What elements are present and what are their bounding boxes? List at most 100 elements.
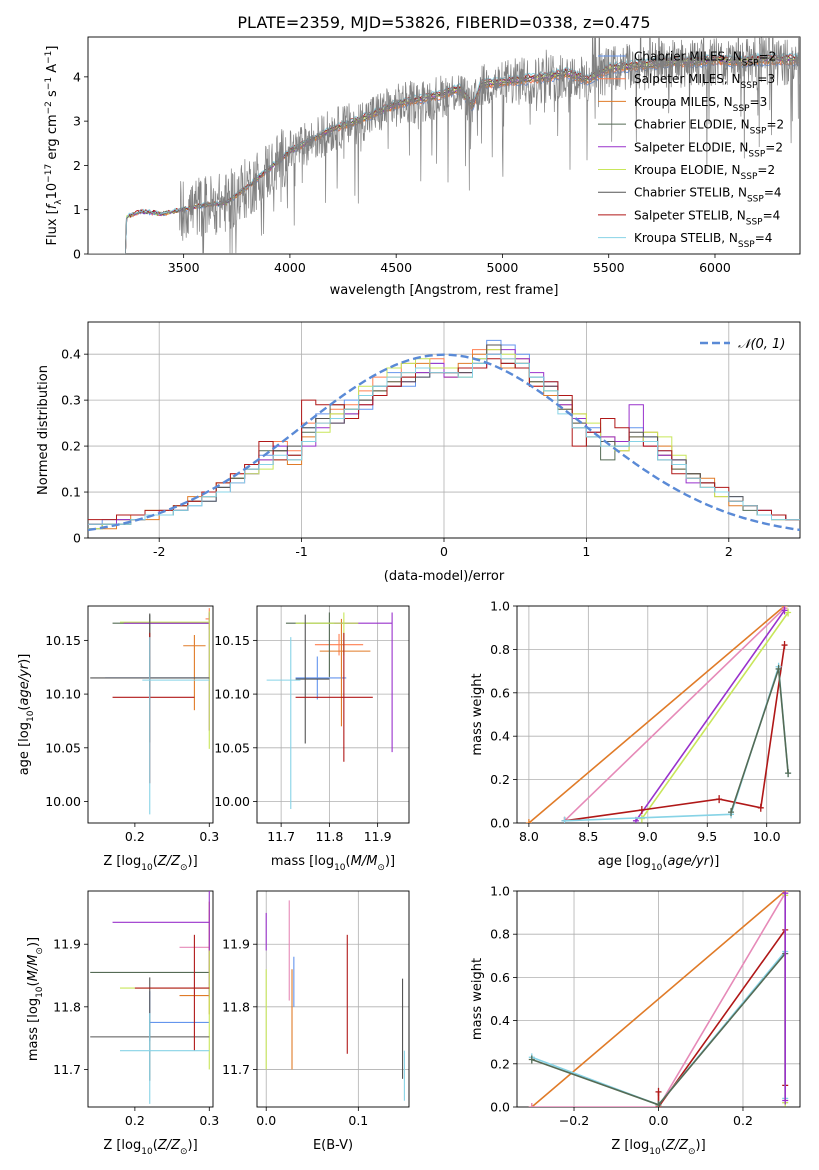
Z_vs_age-axes: 0.2 0.3 10.00 10.05 10.10 10.15 Z [log10(Z/Z⊙)…: [17, 605, 219, 873]
axes-frame: [87, 605, 214, 824]
legend-entry: Kroupa STELIB, NSSP=4: [634, 231, 772, 250]
x-axis-label: Z [log10(Z/Z⊙)]: [103, 854, 197, 873]
x-axis-label: Z [log10(Z/Z⊙)]: [103, 1138, 197, 1157]
errorbar-group: [266, 612, 393, 810]
x-tick-label: 0: [440, 544, 448, 559]
x-tick-label: 0.3: [199, 1113, 219, 1128]
x-tick-label: 6000: [699, 260, 731, 275]
legend-entry: Chabrier MILES, NSSP=2: [634, 50, 776, 69]
x-tick-label: 1: [582, 544, 590, 559]
y-axis-label: mass [log10(M/M⊙)]: [26, 937, 45, 1061]
y-tick-label: 0.2: [490, 1056, 510, 1071]
weight-marker: [728, 808, 735, 817]
y-tick-label: 0.6: [490, 970, 510, 985]
y-tick-label: 4: [73, 69, 81, 84]
y-tick-label: 10.10: [214, 687, 250, 702]
figure-title: PLATE=2359, MJD=53826, FIBERID=0338, z=0…: [237, 13, 650, 32]
errorbar-group: [265, 900, 405, 1101]
y-tick-label: 0.8: [490, 927, 510, 942]
x-axis-label: E(B-V): [313, 1138, 353, 1153]
weight-marker: [525, 819, 532, 823]
axes-frame: [256, 605, 410, 824]
y-tick-label: 0.0: [490, 1100, 510, 1115]
data-spectrum-line: [88, 37, 800, 254]
x-tick-label: 4000: [274, 260, 306, 275]
weight-marker: [655, 1100, 662, 1107]
y-axis-label: Flux [fλ10−17 erg cm−2 s−1 A−1]: [44, 46, 64, 246]
normal-curve: [88, 353, 800, 532]
y-tick-label: 3: [73, 114, 81, 129]
y-tick-label: 11.8: [53, 999, 81, 1014]
legend-entry: Chabrier STELIB, NSSP=4: [634, 186, 782, 205]
x-axis-label: wavelength [Angstrom, rest frame]: [330, 283, 559, 298]
x-tick-label: 8.0: [519, 829, 539, 844]
y-tick-label: 11.7: [53, 1062, 81, 1077]
y-tick-label: 11.9: [53, 937, 81, 952]
x-tick-label: 0.0: [649, 1113, 669, 1128]
y-tick-label: 0.4: [490, 1013, 510, 1028]
y-tick-label: 1.0: [490, 884, 510, 899]
age_weights-axes: 8.0 8.5 9.0 9.5 10.0 0.0 0.2 0.4 0.6 0.8 1.0 age [l…: [470, 599, 801, 873]
weight-line: [564, 607, 786, 822]
y-tick-label: 10.15: [214, 633, 250, 648]
axes-frame: [87, 890, 214, 1108]
y-axis-label: age [log10(age/yr)]: [17, 654, 36, 776]
weight-marker: [781, 641, 788, 650]
mass_vs_age-axes: 11.7 11.8 11.9 10.00 10.05 10.10 10.15 mass [lo…: [214, 605, 410, 873]
x-axis-label: mass [log10(M/M⊙)]: [271, 854, 395, 873]
x-tick-label: 0.1: [348, 1113, 368, 1128]
y-tick-label: 11.7: [222, 1062, 250, 1077]
weight-marker: [782, 891, 789, 898]
y-tick-label: 11.8: [222, 999, 250, 1014]
x-tick-label: 2: [725, 544, 733, 559]
residuals-axes: -2 -1 0 1 2 0 0.1 0.2 0.3 0.4 𝒩(0, 1) (data-model)/…: [36, 321, 801, 584]
y-tick-label: 10.05: [45, 740, 81, 755]
errorbar-group: [90, 891, 210, 1104]
weight-marker: [785, 608, 792, 617]
y-tick-label: 10.00: [214, 794, 250, 809]
y-axis-label: mass weight: [470, 673, 485, 755]
y-tick-label: 0: [73, 247, 81, 262]
x-tick-label: 0.2: [125, 1113, 145, 1128]
weight-marker: [528, 1103, 535, 1107]
legend-entry: Salpeter ELODIE, NSSP=2: [634, 140, 783, 159]
x-tick-label: 5000: [487, 260, 519, 275]
y-tick-label: 0: [73, 531, 81, 546]
x-axis-label: age [log10(age/yr)]: [598, 854, 720, 873]
x-tick-label: 9.0: [638, 829, 658, 844]
y-tick-label: 0.4: [490, 729, 510, 744]
legend-entry: Chabrier ELODIE, NSSP=2: [634, 118, 784, 137]
x-axis-label: Z [log10(Z/Z⊙)]: [611, 1138, 705, 1157]
x-tick-label: 11.9: [364, 829, 392, 844]
y-axis-label: mass weight: [470, 958, 485, 1040]
spectrum-lines: [88, 37, 800, 254]
y-tick-label: 0.6: [490, 685, 510, 700]
x-tick-label: 11.7: [267, 829, 295, 844]
y-tick-label: 11.9: [222, 937, 250, 952]
weight-marker: [775, 664, 782, 673]
y-axis-label: Normed distribution: [36, 365, 51, 495]
y-tick-label: 0.8: [490, 642, 510, 657]
legend-entry: Kroupa ELODIE, NSSP=2: [634, 163, 775, 182]
x-tick-label: 5500: [593, 260, 625, 275]
axes-frame: [87, 36, 801, 255]
weight-line: [531, 891, 786, 1107]
Z_vs_mass-axes: 0.2 0.3 11.7 11.8 11.9 Z [log10(Z/Z⊙)] mass [l…: [26, 890, 219, 1157]
y-tick-label: 0.3: [61, 393, 81, 408]
x-tick-label: -1: [295, 544, 307, 559]
axes-frame: [256, 890, 410, 1108]
weight-marker: [561, 816, 568, 823]
y-tick-label: 0.2: [61, 439, 81, 454]
EBV_vs_mass-axes: 0.0 0.1 11.7 11.8 11.9 E(B-V): [222, 890, 410, 1153]
x-tick-label: -2: [153, 544, 165, 559]
x-tick-label: 3500: [168, 260, 200, 275]
x-tick-label: 0.0: [256, 1113, 276, 1128]
y-tick-label: 10.05: [214, 740, 250, 755]
x-tick-label: 0.2: [125, 829, 145, 844]
weight-marker: [716, 795, 723, 804]
weight-line: [635, 609, 786, 822]
axes-frame: [87, 321, 801, 539]
weight-line: [641, 612, 789, 820]
x-tick-label: 0.2: [733, 1113, 753, 1128]
